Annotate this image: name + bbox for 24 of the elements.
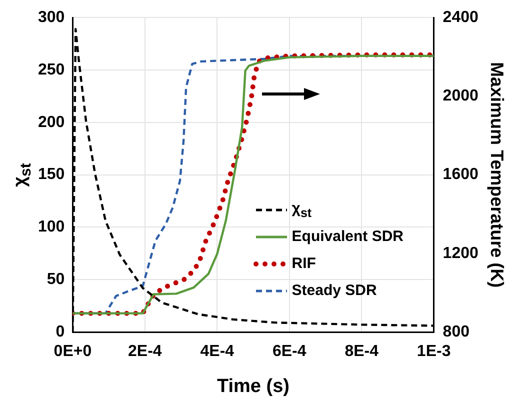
y-tick-label: 200	[38, 114, 65, 131]
y-tick-label: 0	[56, 323, 65, 340]
legend-label: Equivalent SDR	[292, 228, 404, 245]
x-tick-label: 2E-4	[128, 343, 162, 360]
x-tick-label: 6E-4	[272, 343, 306, 360]
y2-tick-label: 2400	[442, 9, 478, 26]
x-tick-label: 4E-4	[200, 343, 234, 360]
x-tick-label: 8E-4	[344, 343, 379, 360]
x-tick-label: 0E+0	[54, 343, 92, 360]
y-tick-label: 300	[38, 9, 65, 26]
y-tick-label: 150	[38, 166, 65, 184]
y-tick-label: 50	[46, 271, 65, 288]
y2-tick-label: 1200	[442, 244, 478, 262]
y2-tick-label: 2000	[442, 88, 478, 105]
legend-label: Steady SDR	[292, 282, 377, 299]
legend-label: χ$_{st}$	[292, 200, 312, 220]
y2-tick-label: 1600	[442, 166, 478, 184]
x-axis-title: Time (s)	[216, 376, 290, 397]
y2-axis-title: Maximum Temperature (K)	[487, 62, 508, 288]
x-tick-label: 1E-3	[416, 343, 451, 360]
y-tick-label: 100	[38, 218, 65, 236]
y-tick-label: 250	[38, 61, 65, 78]
legend-label: RIF	[292, 255, 316, 272]
y2-tick-label: 800	[442, 323, 470, 340]
